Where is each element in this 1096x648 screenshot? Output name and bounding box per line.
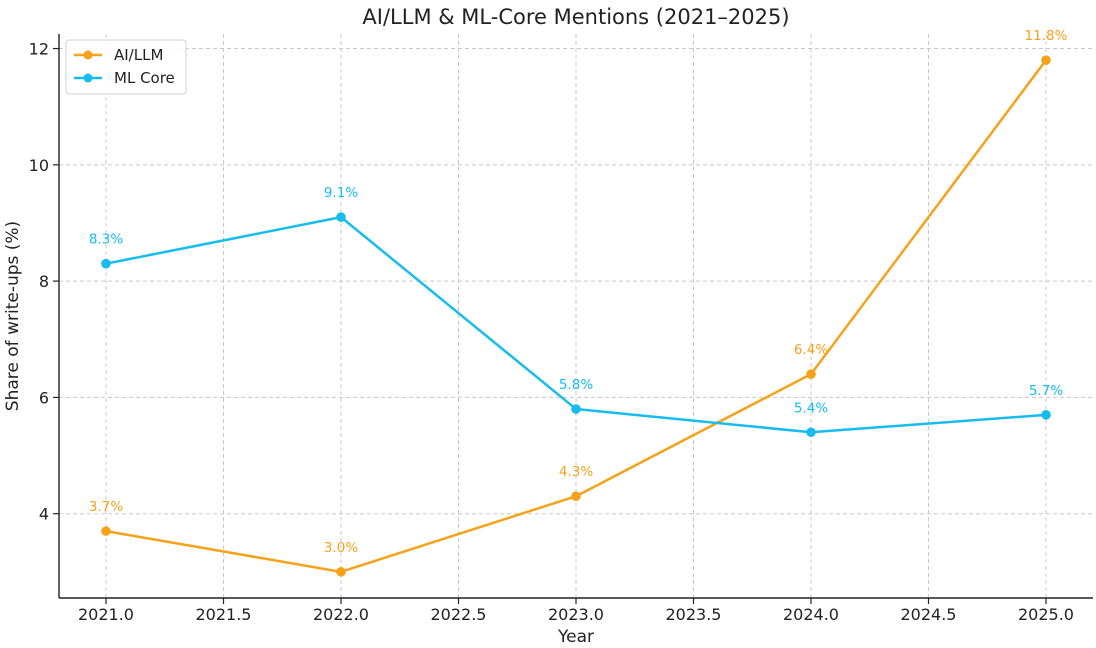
legend-label-ml-core: ML Core bbox=[114, 69, 175, 87]
data-point-ml-core bbox=[571, 404, 581, 414]
x-axis-label: Year bbox=[557, 627, 594, 647]
data-point-ai-llm bbox=[806, 369, 816, 379]
grid bbox=[59, 34, 1093, 598]
data-point-ml-core bbox=[1041, 410, 1051, 420]
data-label-ai-llm: 6.4% bbox=[794, 342, 828, 358]
data-label-ml-core: 9.1% bbox=[324, 185, 358, 201]
x-tick-label: 2021.5 bbox=[196, 605, 252, 624]
x-tick-label: 2023.5 bbox=[666, 605, 722, 624]
data-label-ml-core: 5.7% bbox=[1029, 383, 1063, 399]
legend-marker-ml-core bbox=[83, 73, 93, 83]
data-label-ai-llm: 3.0% bbox=[324, 540, 358, 556]
data-label-ml-core: 5.4% bbox=[794, 400, 828, 416]
data-point-ai-llm bbox=[571, 491, 581, 502]
chart-title: AI/LLM & ML-Core Mentions (2021–2025) bbox=[362, 5, 789, 29]
y-tick-label: 4 bbox=[39, 505, 49, 524]
data-label-ml-core: 5.8% bbox=[559, 377, 593, 393]
legend-marker-ai-llm bbox=[83, 50, 93, 60]
y-tick-label: 8 bbox=[39, 272, 49, 291]
y-tick-label: 6 bbox=[39, 388, 49, 407]
legend-box bbox=[65, 39, 187, 95]
y-axis-ticks: 4 6 8 10 12 bbox=[29, 40, 59, 524]
data-label-ai-llm: 3.7% bbox=[89, 499, 123, 515]
legend-label-ai-llm: AI/LLM bbox=[114, 46, 163, 64]
x-tick-label: 2022.5 bbox=[431, 605, 487, 624]
data-label-ai-llm: 11.8% bbox=[1025, 28, 1068, 44]
data-point-ml-core bbox=[806, 427, 816, 438]
y-axis-label: Share of write-ups (%) bbox=[3, 221, 23, 411]
data-label-ml-core: 8.3% bbox=[89, 232, 123, 248]
data-point-ai-llm bbox=[336, 567, 346, 577]
y-tick-label: 12 bbox=[29, 40, 49, 59]
data-labels: 3.7% 3.0% 4.3% 6.4% 11.8% 8.3% 9.1% 5.8% 5.4% 5.7… bbox=[89, 28, 1068, 556]
x-tick-label: 2025.0 bbox=[1018, 605, 1074, 624]
data-point-ml-core bbox=[336, 212, 346, 222]
x-tick-label: 2022.0 bbox=[313, 605, 369, 624]
data-point-ai-llm bbox=[1041, 55, 1051, 65]
y-tick-label: 10 bbox=[29, 156, 49, 175]
x-tick-label: 2023.0 bbox=[548, 605, 604, 624]
legend: AI/LLM ML Core bbox=[65, 39, 187, 95]
x-tick-label: 2024.0 bbox=[783, 605, 839, 624]
x-tick-label: 2021.0 bbox=[78, 605, 134, 624]
series-layer bbox=[101, 55, 1051, 577]
data-label-ai-llm: 4.3% bbox=[559, 464, 593, 480]
data-point-ml-core bbox=[101, 258, 111, 269]
x-axis-ticks: 2021.0 2021.5 2022.0 2022.5 2023.0 2023.5 2024… bbox=[78, 598, 1074, 624]
x-tick-label: 2024.5 bbox=[901, 605, 957, 624]
data-point-ai-llm bbox=[101, 526, 111, 536]
